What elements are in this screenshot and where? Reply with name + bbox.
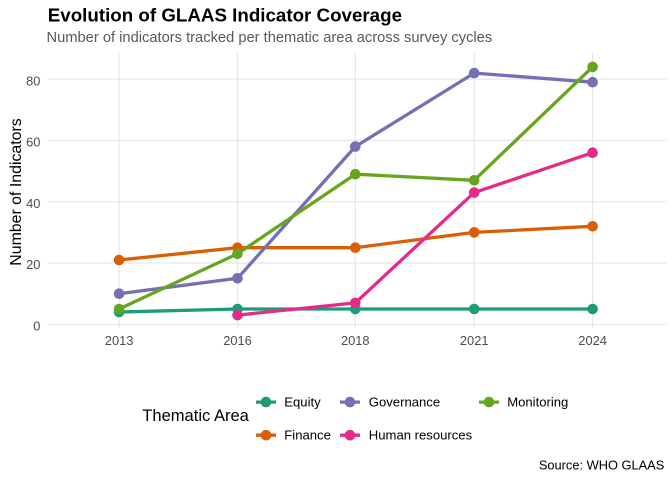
svg-text:2013: 2013 [105, 333, 134, 348]
svg-text:80: 80 [26, 73, 40, 88]
svg-text:2021: 2021 [460, 333, 489, 348]
svg-text:Finance: Finance [284, 427, 331, 442]
svg-text:Number of indicators tracked p: Number of indicators tracked per themati… [47, 30, 493, 46]
svg-text:Thematic Area: Thematic Area [142, 406, 249, 425]
svg-text:2018: 2018 [341, 333, 370, 348]
svg-text:Source: WHO GLAAS: Source: WHO GLAAS [539, 457, 664, 472]
svg-text:2016: 2016 [223, 333, 252, 348]
svg-text:0: 0 [33, 318, 40, 333]
svg-text:40: 40 [26, 196, 40, 211]
svg-text:Human resources: Human resources [369, 427, 473, 442]
svg-text:Evolution of GLAAS Indicator C: Evolution of GLAAS Indicator Coverage [48, 4, 402, 25]
svg-text:Equity: Equity [284, 394, 321, 409]
svg-text:Number of Indicators: Number of Indicators [8, 118, 25, 266]
svg-text:Governance: Governance [369, 394, 440, 409]
svg-text:20: 20 [26, 257, 40, 272]
svg-text:Monitoring: Monitoring [507, 394, 568, 409]
svg-text:60: 60 [26, 135, 40, 150]
svg-text:2024: 2024 [578, 333, 607, 348]
